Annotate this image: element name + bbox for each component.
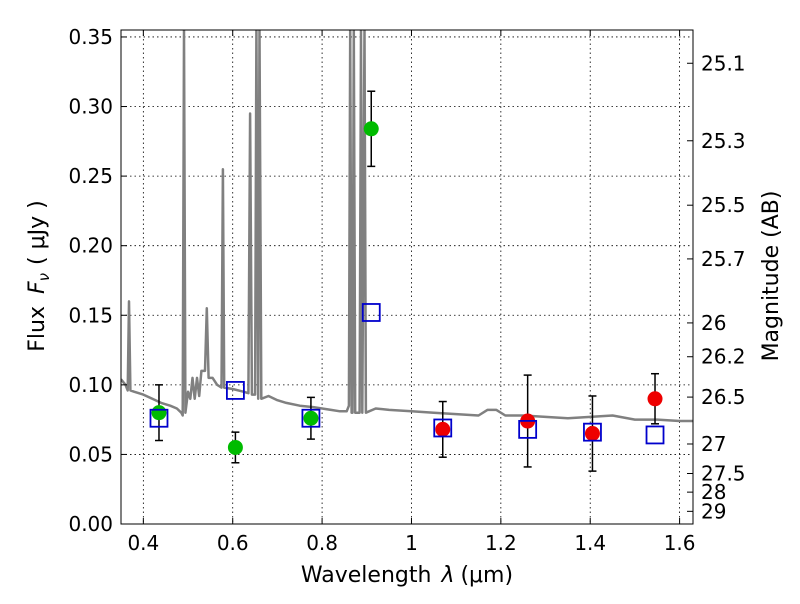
- x-tick-label: 0.8: [306, 531, 338, 555]
- right-tick-label: 26: [701, 311, 726, 335]
- plot-frame: [120, 29, 694, 525]
- x-axis-label-unit: (μm): [460, 563, 513, 588]
- x-axis-label-text: Wavelength: [301, 563, 432, 588]
- data-point-blue-square-2: [301, 408, 321, 428]
- x-tick-label: 0.6: [217, 531, 249, 555]
- model-spectrum-layer: [121, 30, 693, 423]
- y-tick-label: 0.00: [68, 512, 113, 536]
- right-tick-label: 28: [701, 480, 726, 504]
- right-tick-label: 27.5: [701, 461, 746, 485]
- y-tick-label: 0.05: [68, 442, 113, 466]
- data-points-layer: [149, 90, 665, 472]
- right-tick-label: 27: [701, 432, 726, 456]
- x-tick-label: 1.2: [485, 531, 517, 555]
- y-tick-label: 0.25: [68, 164, 113, 188]
- right-tick-label: 26.5: [701, 385, 746, 409]
- y-tick-label: 0.10: [68, 373, 113, 397]
- right-tick-label: 25.7: [701, 247, 746, 271]
- data-point-blue-square-7: [645, 425, 665, 445]
- data-point-red-3: [647, 391, 663, 407]
- y-axis-label-unit: ( μJy ): [25, 200, 50, 265]
- x-axis-label-symbol: λ: [440, 563, 454, 588]
- y-tick-label: 0.30: [68, 95, 113, 119]
- y-tick-label: 0.35: [68, 25, 113, 49]
- model-spectrum-line: [121, 30, 693, 423]
- data-point-blue-square-6: [583, 422, 602, 442]
- y-axis-label-subscript: ν: [35, 273, 53, 281]
- x-tick-label: 1.6: [664, 531, 696, 555]
- data-point-blue-square-4: [433, 418, 453, 438]
- x-tick-label: 0.4: [127, 531, 159, 555]
- data-point-green-3: [363, 121, 379, 137]
- right-tick-label: 25.3: [701, 129, 746, 153]
- data-point-red-2: [584, 426, 600, 442]
- y-axis-label-text: Flux: [25, 306, 50, 352]
- data-point-red-0: [435, 421, 451, 437]
- right-axis-label: Magnitude (AB): [759, 191, 784, 362]
- plot-background: [121, 30, 693, 524]
- x-axis-ticks: 0.4 0.6 0.8 1 1.2 1.4 1.6: [127, 30, 696, 555]
- y-tick-label: 0.20: [68, 234, 113, 258]
- x-axis-label: Wavelength λ (μm): [301, 563, 513, 588]
- data-point-blue-square-0: [149, 408, 169, 428]
- right-tick-label: 25.1: [701, 51, 746, 75]
- data-point-blue-square-3: [361, 303, 381, 322]
- y-tick-label: 0.15: [68, 303, 113, 327]
- x-tick-label: 1.4: [574, 531, 606, 555]
- right-tick-label: 26.2: [701, 345, 746, 369]
- right-tick-label: 29: [701, 499, 726, 523]
- y-axis-label: Flux Fν ( μJy ): [25, 200, 53, 351]
- data-point-green-1: [227, 439, 243, 455]
- data-point-blue-square-1: [225, 381, 245, 400]
- data-point-green-0: [151, 405, 167, 421]
- data-point-green-2: [303, 410, 319, 426]
- right-tick-label: 25.5: [701, 193, 746, 217]
- y-axis-ticks: 0.00 0.05 0.10 0.15 0.20 0.25 0.30 0.35: [68, 25, 127, 536]
- y-axis-label-symbol: F: [25, 281, 50, 294]
- data-point-blue-square-5: [518, 419, 538, 439]
- x-tick-label: 1: [405, 531, 418, 555]
